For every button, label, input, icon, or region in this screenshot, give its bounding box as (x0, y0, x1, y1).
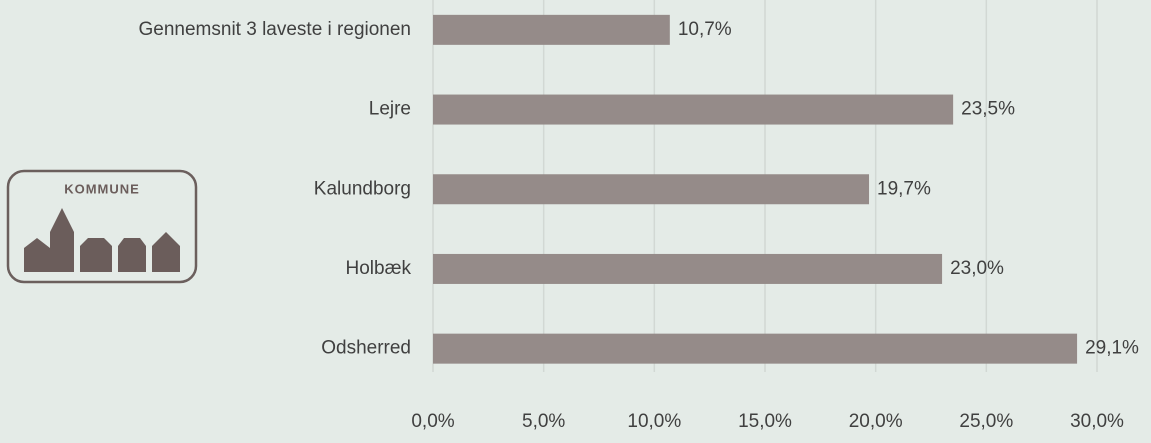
x-tick-label: 30,0% (1070, 411, 1124, 432)
bar (433, 333, 1078, 364)
value-label: 10,7% (678, 19, 732, 40)
y-tick-label: Lejre (369, 99, 411, 120)
x-tick-label: 0,0% (411, 411, 454, 432)
bar (433, 253, 943, 284)
y-tick-label: Odsherred (321, 338, 411, 359)
x-tick-label: 15,0% (738, 411, 792, 432)
x-tick-label: 20,0% (849, 411, 903, 432)
value-label: 19,7% (877, 178, 931, 199)
value-label: 23,0% (950, 258, 1004, 279)
x-tick-label: 5,0% (522, 411, 565, 432)
value-label: 29,1% (1085, 338, 1139, 359)
logo-houses (24, 208, 180, 272)
x-tick-label: 25,0% (959, 411, 1013, 432)
y-tick-label: Gennemsnit 3 laveste i regionen (139, 19, 412, 40)
logo-frame (6, 169, 198, 284)
y-tick-label: Holbæk (346, 258, 412, 279)
bar (433, 174, 870, 205)
x-tick-label: 10,0% (627, 411, 681, 432)
bar (433, 94, 954, 125)
y-tick-label: Kalundborg (314, 178, 411, 199)
bar (433, 14, 670, 45)
logo: KOMMUNE (6, 169, 198, 284)
value-label: 23,5% (961, 99, 1015, 120)
logo-text: KOMMUNE (64, 181, 140, 196)
